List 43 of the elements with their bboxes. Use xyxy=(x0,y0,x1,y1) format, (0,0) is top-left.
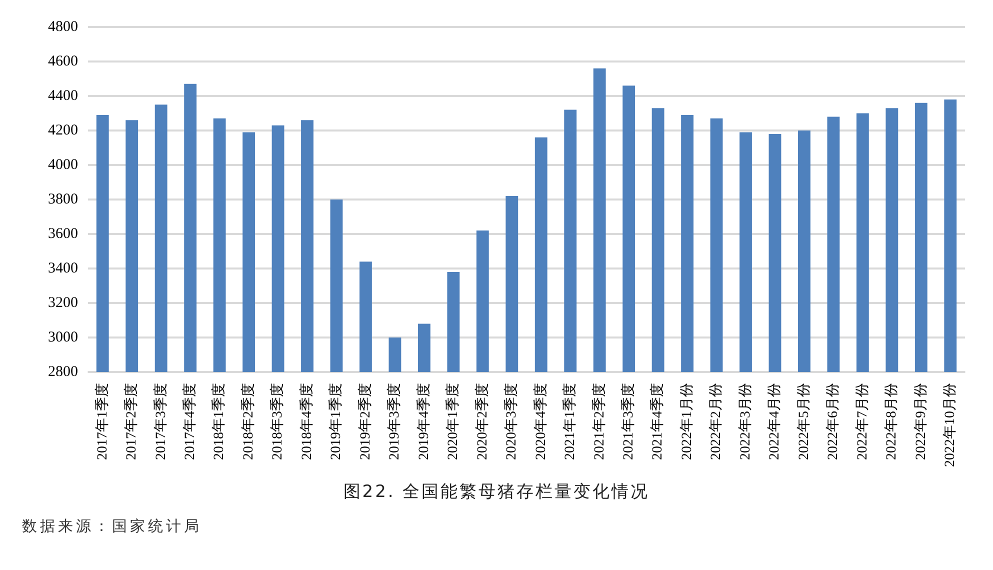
x-tick-label: 2022年4月份 xyxy=(766,383,783,460)
x-tick-label: 2022年7月份 xyxy=(854,383,870,460)
x-tick-label: 2019年3季度 xyxy=(386,383,403,460)
x-tick-label: 2022年6月份 xyxy=(825,383,842,460)
y-tick-label: 3600 xyxy=(48,226,78,242)
x-tick-label: 2019年4季度 xyxy=(416,383,432,460)
y-tick-label: 4600 xyxy=(48,53,78,70)
x-tick-label: 2018年2季度 xyxy=(240,383,256,460)
y-tick-label: 4000 xyxy=(48,156,78,173)
x-tick-label: 2021年1季度 xyxy=(562,383,578,460)
y-tick-label: 2800 xyxy=(48,364,78,380)
x-tick-label: 2022年9月份 xyxy=(912,383,929,460)
x-tick-label: 2019年2季度 xyxy=(357,383,374,460)
x-tick-label: 2020年1季度 xyxy=(445,383,462,460)
x-tick-label: 2022年8月份 xyxy=(884,383,900,460)
x-tick-label: 2022年2月份 xyxy=(708,383,724,460)
x-tick-label: 2018年1季度 xyxy=(211,383,228,460)
y-tick-label: 3400 xyxy=(48,260,78,276)
x-tick-label: 2022年10月份 xyxy=(942,383,958,467)
x-tick-label: 2017年3季度 xyxy=(152,383,169,460)
y-tick-label: 3000 xyxy=(48,329,78,346)
y-tick-label: 4200 xyxy=(48,122,78,138)
y-tick-label: 4800 xyxy=(48,18,78,35)
x-tick-label: 2021年3季度 xyxy=(620,383,636,460)
x-tick-label: 2020年4季度 xyxy=(532,383,549,460)
x-tick-label: 2021年2季度 xyxy=(591,383,608,460)
x-tick-label: 2017年2季度 xyxy=(124,383,140,460)
x-tick-label: 2018年4季度 xyxy=(298,383,315,460)
x-tick-label: 2022年3月份 xyxy=(737,383,754,460)
y-tick-label: 3200 xyxy=(48,294,78,311)
x-tick-label: 2022年5月份 xyxy=(796,383,812,460)
x-tick-label: 2020年2季度 xyxy=(474,383,490,460)
x-tick-label: 2019年1季度 xyxy=(328,383,344,460)
x-tick-label: 2018年3季度 xyxy=(270,383,286,460)
x-tick-label: 2020年3季度 xyxy=(504,383,520,460)
y-tick-label: 4400 xyxy=(48,88,78,104)
source-note: 数据来源：国家统计局 xyxy=(22,517,203,536)
y-tick-label: 3800 xyxy=(48,191,78,208)
x-tick-label: 2017年1季度 xyxy=(94,383,110,460)
x-tick-label: 2017年4季度 xyxy=(182,383,198,460)
x-tick-label: 2021年4季度 xyxy=(650,383,666,460)
text: 图22. 全国能繁母猪存栏量变化情况 xyxy=(342,481,651,503)
x-tick-label: 2022年1月份 xyxy=(678,383,695,460)
